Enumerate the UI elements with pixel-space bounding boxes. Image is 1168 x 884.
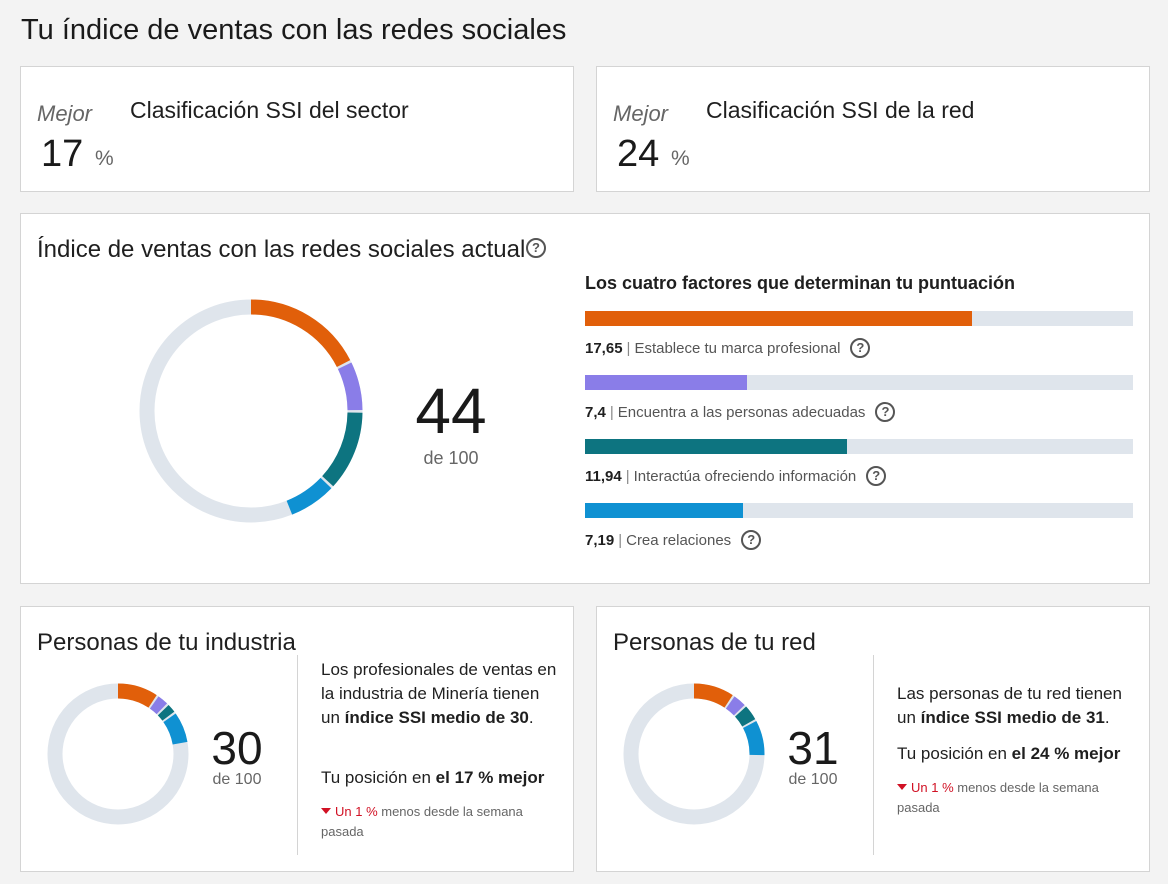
factor-separator: |	[618, 531, 623, 549]
donut-segment	[117, 683, 157, 708]
sector-rank-card: Mejor 17 % Clasificación SSI del sector	[20, 66, 574, 192]
help-circle-icon[interactable]: ?	[741, 530, 762, 550]
network-rank-unit: %	[671, 147, 690, 170]
factor-value: 11,94	[585, 467, 622, 485]
donut-segment	[250, 299, 351, 368]
donut-segment	[149, 696, 168, 715]
factor-value: 17,65	[585, 339, 623, 357]
factor-name: Encuentra a las personas adecuadas	[617, 403, 866, 421]
network-score-max: de 100	[788, 771, 838, 788]
factor-separator: |	[609, 403, 614, 421]
help-circle-icon[interactable]: ?	[850, 338, 871, 358]
factor-separator: |	[626, 339, 631, 357]
donut-segment	[734, 706, 756, 727]
factor-value: 7,19	[585, 531, 615, 549]
factor-bar-interactua	[585, 439, 1133, 454]
ssi-score: 44	[415, 375, 487, 447]
donut-segment	[693, 683, 733, 708]
ssi-donut-segments	[250, 299, 363, 515]
network-rank-value: 24	[617, 133, 660, 175]
page-title: Tu índice de ventas con las redes social…	[21, 14, 567, 46]
sector-rank-mejor: Mejor	[37, 101, 93, 126]
donut-segment	[163, 713, 188, 745]
factor-label-marca: 17,65 | Establece tu marca profesional?	[585, 338, 871, 358]
donut-segment	[742, 721, 765, 756]
triangle-down-icon	[321, 808, 331, 814]
factor-name: Establece tu marca profesional	[634, 339, 841, 357]
factor-bar-fill	[585, 503, 743, 518]
donut-segment	[322, 412, 363, 487]
network-title: Personas de tu red	[613, 629, 816, 656]
industry-position: Tu posición en el 17 % mejor	[321, 768, 545, 787]
industry-donut-track	[47, 683, 189, 825]
network-change: Un 1 % menos desde la semana pasada	[897, 780, 1099, 815]
network-rank-mejor: Mejor	[613, 101, 669, 126]
factor-name: Crea relaciones	[626, 531, 732, 549]
industry-score: 30	[211, 722, 263, 774]
sector-rank-value: 17	[41, 133, 84, 175]
network-card: Personas de tu red 31 de 100 Las persona…	[596, 606, 1150, 872]
factor-label-interactua: 11,94 | Interactúa ofreciendo información?	[585, 466, 887, 486]
network-description: Las personas de tu red tienen un índice …	[897, 684, 1122, 727]
industry-donut-segments	[117, 683, 188, 745]
factor-bar-marca	[585, 311, 1133, 326]
factor-bar-relaciones	[585, 503, 1133, 518]
divider	[297, 655, 298, 855]
factor-bar-fill	[585, 439, 847, 454]
donut-segment	[337, 362, 363, 411]
divider	[873, 655, 874, 855]
help-circle-icon[interactable]: ?	[866, 466, 887, 486]
ssi-card: Índice de ventas con las redes sociales …	[20, 213, 1150, 584]
donut-segment	[286, 477, 332, 515]
ssi-title: Índice de ventas con las redes sociales …	[37, 236, 526, 263]
network-rank-card: Mejor 24 % Clasificación SSI de la red	[596, 66, 1150, 192]
factor-value: 7,4	[585, 403, 606, 421]
network-score: 31	[787, 722, 839, 774]
industry-score-max: de 100	[212, 771, 262, 788]
factor-label-personas: 7,4 | Encuentra a las personas adecuadas?	[585, 402, 896, 422]
network-position: Tu posición en el 24 % mejor	[897, 744, 1121, 763]
factor-label-relaciones: 7,19 | Crea relaciones?	[585, 530, 762, 550]
network-donut-segments	[693, 683, 765, 756]
help-circle-icon[interactable]: ?	[526, 238, 546, 258]
factor-name: Interactúa ofreciendo información	[633, 467, 857, 485]
triangle-down-icon	[897, 784, 907, 790]
industry-card: Personas de tu industria 30 de 100 Los p…	[20, 606, 574, 872]
ssi-donut-chart	[139, 299, 363, 523]
factor-separator: |	[625, 467, 630, 485]
industry-change: Un 1 % menos desde la semana pasada	[321, 804, 523, 839]
industry-title: Personas de tu industria	[37, 629, 296, 656]
factors-heading: Los cuatro factores que determinan tu pu…	[585, 273, 1016, 293]
help-circle-icon[interactable]: ?	[875, 402, 896, 422]
ssi-score-max: de 100	[423, 448, 479, 468]
industry-description: Los profesionales de ventas en la indust…	[321, 660, 557, 727]
factor-bar-fill	[585, 375, 748, 390]
network-donut-chart	[623, 683, 765, 825]
sector-rank-title: Clasificación SSI del sector	[130, 97, 409, 123]
donut-segment	[157, 704, 175, 721]
sector-rank-unit: %	[95, 147, 114, 170]
donut-segment	[725, 696, 745, 716]
factor-bar-fill	[585, 311, 972, 326]
factor-bar-personas	[585, 375, 1133, 390]
network-rank-title: Clasificación SSI de la red	[706, 97, 975, 123]
industry-donut-chart	[47, 683, 189, 825]
